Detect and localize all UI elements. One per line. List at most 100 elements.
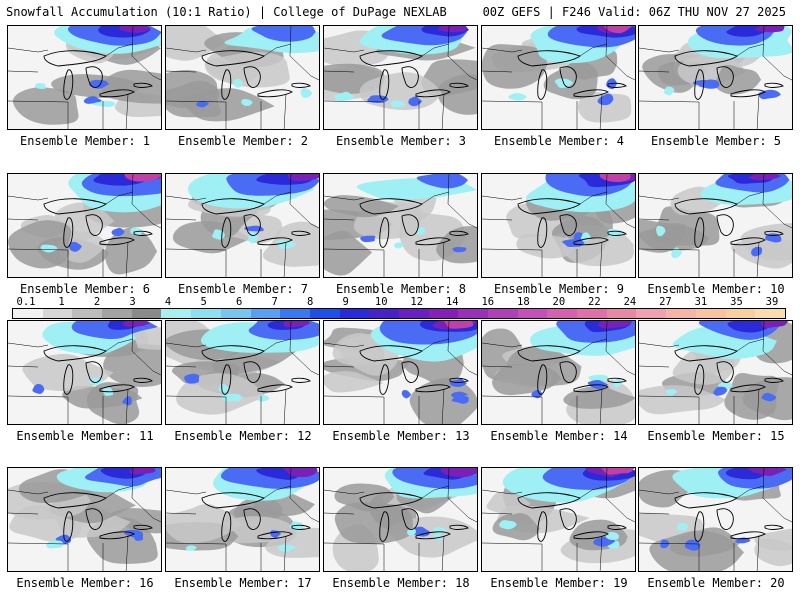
colorbar-tick-label: 10: [374, 296, 388, 308]
snowfall-map: [8, 321, 161, 424]
colorbar-tick-label: 31: [694, 296, 708, 308]
snowfall-map: [166, 174, 319, 277]
map-title: Snowfall Accumulation (10:1 Ratio) | Col…: [6, 5, 447, 19]
map-panel-member-20: [638, 467, 793, 572]
colorbar-segment: [636, 309, 667, 318]
colorbar-segment: [102, 309, 132, 318]
colorbar-segment: [547, 309, 578, 318]
colorbar-segment: [131, 309, 162, 318]
colorbar-segment: [161, 309, 192, 318]
colorbar-segment: [755, 309, 785, 318]
colorbar-segment: [517, 309, 548, 318]
map-panel-member-11: [7, 320, 162, 425]
colorbar-segment: [309, 309, 340, 318]
colorbar-segment: [577, 309, 607, 318]
colorbar-tick-label: 1: [58, 296, 65, 308]
colorbar-tick-label: 35: [730, 296, 743, 308]
ensemble-member-label: Ensemble Member: 2: [177, 134, 309, 148]
ensemble-member-label: Ensemble Member: 17: [174, 576, 312, 590]
colorbar-segment: [458, 309, 488, 318]
snowfall-map: [482, 468, 635, 571]
colorbar-segment: [666, 309, 696, 318]
snowfall-map: [482, 26, 635, 129]
map-panel-member-1: [7, 25, 162, 130]
colorbar-tick-label: 8: [307, 296, 314, 308]
snowfall-colorbar: [12, 308, 786, 319]
map-panel-member-14: [481, 320, 636, 425]
ensemble-member-label: Ensemble Member: 1: [19, 134, 151, 148]
ensemble-member-label: Ensemble Member: 15: [647, 429, 785, 443]
snowfall-map: [324, 321, 477, 424]
colorbar-labels: 0.1 1 2 3 4 5 6 7 8 9 10 12 14 16 18 20 22 24 27 31 35 39: [12, 296, 786, 308]
colorbar-tick-label: 7: [271, 296, 278, 308]
map-panel-member-3: [323, 25, 478, 130]
snowfall-map: [324, 26, 477, 129]
colorbar-tick-label: 20: [552, 296, 566, 308]
map-panel-member-6: [7, 173, 162, 278]
ensemble-member-label: Ensemble Member: 20: [647, 576, 785, 590]
snowfall-map: [8, 26, 161, 129]
colorbar-segment: [428, 309, 459, 318]
snowfall-map: [639, 468, 792, 571]
colorbar-tick-label: 9: [342, 296, 349, 308]
snowfall-map: [482, 174, 635, 277]
snowfall-map: [166, 468, 319, 571]
ensemble-member-label: Ensemble Member: 3: [335, 134, 467, 148]
snowfall-map: [8, 468, 161, 571]
ensemble-member-label: Ensemble Member: 5: [650, 134, 782, 148]
colorbar-segment: [398, 309, 429, 318]
colorbar-tick-label: 39: [765, 296, 779, 308]
map-panel-member-15: [638, 320, 793, 425]
snowfall-map: [639, 26, 792, 129]
ensemble-member-label: Ensemble Member: 8: [335, 282, 467, 296]
ensemble-member-label: Ensemble Member: 7: [177, 282, 309, 296]
colorbar-segment: [725, 309, 756, 318]
colorbar-segment: [339, 309, 370, 318]
colorbar-segment: [280, 309, 310, 318]
ensemble-member-label: Ensemble Member: 13: [332, 429, 470, 443]
ensemble-member-label: Ensemble Member: 6: [19, 282, 151, 296]
colorbar-segment: [72, 309, 103, 318]
map-panel-member-8: [323, 173, 478, 278]
map-panel-member-7: [165, 173, 320, 278]
model-run-info: 00Z GEFS | F246 Valid: 06Z THU NOV 27 20…: [482, 5, 786, 19]
map-panel-member-10: [638, 173, 793, 278]
ensemble-member-label: Ensemble Member: 11: [16, 429, 154, 443]
map-panel-member-19: [481, 467, 636, 572]
colorbar-segment: [606, 309, 637, 318]
snowfall-map: [482, 321, 635, 424]
colorbar-tick-label: 14: [445, 296, 459, 308]
colorbar-segment: [695, 309, 726, 318]
ensemble-member-label: Ensemble Member: 14: [490, 429, 628, 443]
colorbar-segment: [191, 309, 221, 318]
ensemble-member-label: Ensemble Member: 12: [174, 429, 312, 443]
colorbar-tick-label: 3: [129, 296, 136, 308]
ensemble-member-label: Ensemble Member: 4: [493, 134, 625, 148]
map-panel-member-4: [481, 25, 636, 130]
map-panel-member-5: [638, 25, 793, 130]
colorbar-tick-label: 27: [659, 296, 672, 308]
colorbar-tick-label: 6: [235, 296, 243, 308]
map-panel-member-13: [323, 320, 478, 425]
colorbar-tick-label: 2: [93, 296, 101, 308]
colorbar-tick-label: 4: [164, 296, 172, 308]
snowfall-map: [324, 174, 477, 277]
colorbar-segment: [369, 309, 399, 318]
snowfall-map: [8, 174, 161, 277]
map-panel-member-2: [165, 25, 320, 130]
map-panel-member-17: [165, 467, 320, 572]
ensemble-member-label: Ensemble Member: 9: [493, 282, 625, 296]
colorbar-segment: [488, 309, 518, 318]
ensemble-member-label: Ensemble Member: 19: [490, 576, 628, 590]
colorbar-segment: [13, 309, 43, 318]
map-panel-member-12: [165, 320, 320, 425]
ensemble-member-label: Ensemble Member: 16: [16, 576, 154, 590]
colorbar-segment: [250, 309, 281, 318]
snowfall-map: [166, 26, 319, 129]
snowfall-map: [324, 468, 477, 571]
snowfall-map: [639, 321, 792, 424]
colorbar-tick-label: 12: [410, 296, 424, 308]
colorbar-tick-label: 16: [481, 296, 495, 308]
colorbar-tick-label: 24: [623, 296, 637, 308]
map-panel-member-16: [7, 467, 162, 572]
